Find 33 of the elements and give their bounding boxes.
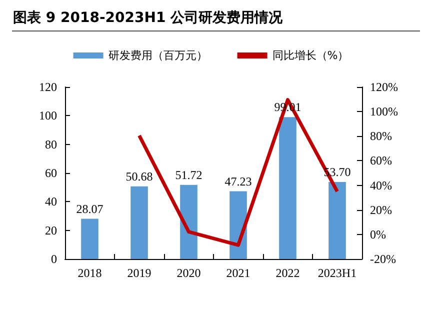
bar [328,182,346,259]
data-label: 51.72 [175,168,202,182]
y2-tick-label: 0% [370,227,386,242]
bar [180,184,198,259]
x-tick-label: 2019 [127,266,152,280]
legend-label: 研发费用（百万元） [108,49,208,62]
y-tick-label: 120 [39,80,57,94]
y-tick-label: 0 [51,252,57,266]
y2-tick-label: -20% [370,252,396,266]
y2-tick-label: 20% [370,202,392,217]
data-label: 28.07 [76,202,104,216]
y2-tick-label: 60% [370,154,392,168]
y2-tick-label: 80% [370,129,392,144]
chart-title: 图表 9 2018-2023H1 公司研发费用情况 [13,10,284,26]
y-tick-label: 60 [45,166,57,180]
y-tick-label: 20 [45,223,57,238]
data-label: 47.23 [224,174,252,188]
y-tick-label: 40 [45,194,57,209]
y-tick-label: 100 [39,108,57,123]
data-label: 50.68 [126,169,153,184]
bar [130,186,148,259]
x-tick-label: 2023H1 [318,266,357,280]
legend-label: 同比增长（%） [272,49,349,62]
x-tick-label: 2022 [276,266,300,280]
x-tick-label: 2018 [78,266,102,280]
x-tick-label: 2021 [226,266,250,280]
y-tick-label: 80 [45,137,57,152]
y2-tick-label: 120% [370,80,398,94]
y2-tick-label: 100% [370,104,398,119]
bar [279,117,296,259]
y2-tick-label: 40% [370,178,392,192]
bar [81,218,98,259]
x-tick-label: 2020 [176,266,201,280]
